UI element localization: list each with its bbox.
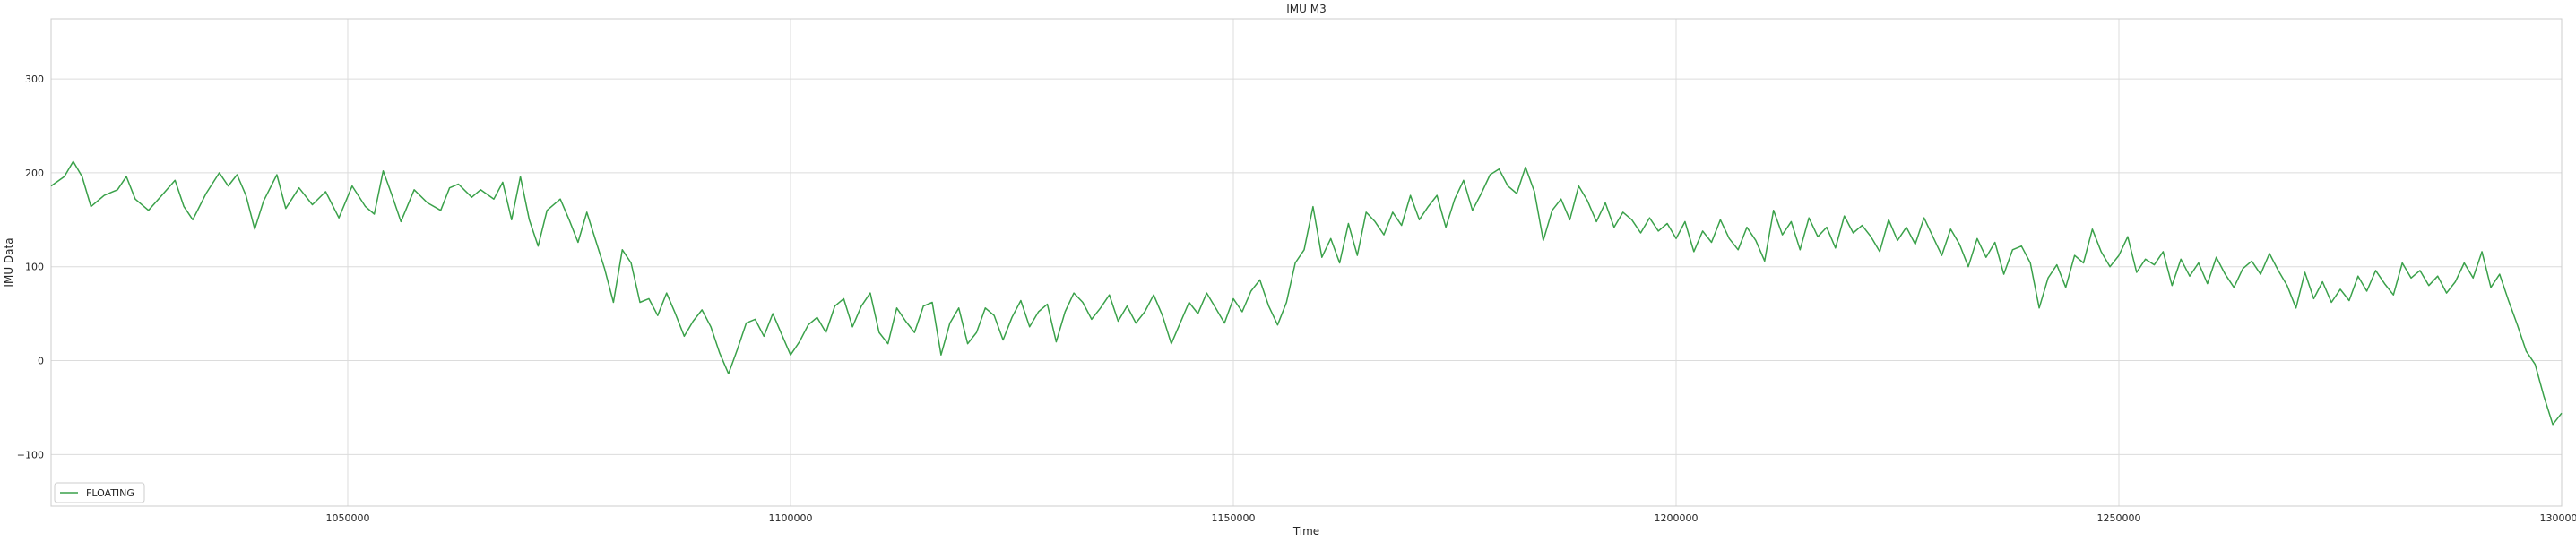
y-tick-label: 300 [25,73,44,85]
grid-lines [51,19,2563,506]
chart-title: IMU M3 [1286,3,1326,15]
series-line-floating [50,160,2563,426]
x-tick-label: 1250000 [2096,512,2140,524]
x-tick-labels: 1050000 1100000 1150000 1200000 1250000 13000… [325,512,2576,524]
x-tick-label: 1150000 [1211,512,1255,524]
series-layer [50,160,2563,426]
x-tick-label: 1050000 [325,512,369,524]
y-tick-label: 0 [38,356,44,367]
x-axis-title: Time [1292,525,1319,538]
legend-box [54,482,145,503]
y-axis-title: IMU Data [3,237,15,287]
y-tick-labels: −100 0 100 200 300 [17,73,44,460]
x-tick-label: 1100000 [768,512,812,524]
x-tick-label: 1200000 [1654,512,1698,524]
legend: FLOATING [54,482,145,503]
y-tick-label: −100 [17,449,44,460]
x-tick-label: 1300000 [2540,512,2576,524]
y-tick-label: 200 [25,168,44,179]
plot-frame [50,18,2563,507]
legend-label-floating: FLOATING [86,487,134,499]
y-tick-label: 100 [25,262,44,273]
